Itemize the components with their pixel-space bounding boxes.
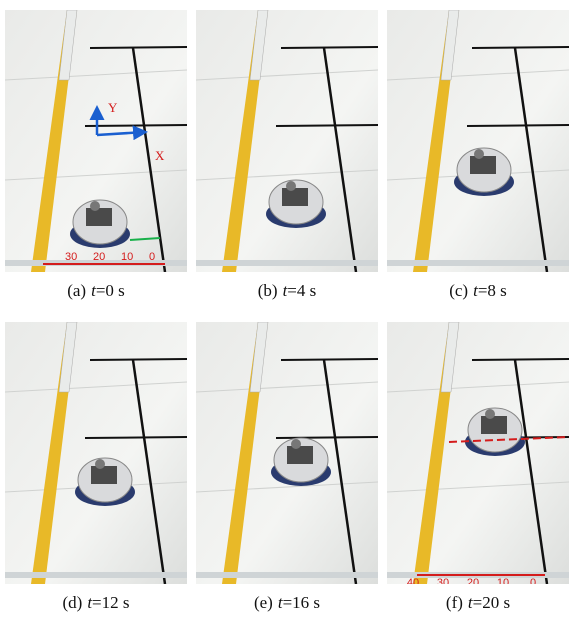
robot-part	[291, 439, 301, 449]
tape-measure	[387, 260, 569, 266]
tape-measure	[196, 260, 378, 266]
tape-line	[472, 47, 569, 48]
scale-label: 40	[407, 577, 419, 589]
caption: (f)t=20 s	[446, 593, 510, 612]
robot-part	[90, 201, 100, 211]
tape-line	[467, 125, 569, 126]
robot-board	[287, 446, 313, 464]
axis-label: Y	[108, 100, 118, 115]
robot-part	[95, 459, 105, 469]
robot-board	[470, 156, 496, 174]
tape-measure	[5, 572, 187, 578]
scale-label: 20	[467, 577, 479, 589]
photo: Y X 30 20 10 0	[5, 10, 187, 272]
robot-board	[91, 466, 117, 484]
tape-line	[281, 47, 378, 48]
page: {"panels": [ {"label": "(a)", "var": "t"…	[0, 0, 571, 621]
caption-value: =0 s	[96, 281, 125, 300]
caption-value: =4 s	[287, 281, 316, 300]
tape-line	[472, 359, 569, 360]
tape-line	[276, 125, 378, 126]
scale-label: 30	[65, 251, 77, 263]
robot-part	[474, 149, 484, 159]
tape-line	[281, 359, 378, 360]
robot-board	[481, 416, 507, 434]
caption-value: =20 s	[473, 593, 510, 612]
tape-line	[90, 359, 187, 360]
photo	[196, 322, 378, 584]
robot-part	[286, 181, 296, 191]
photo	[387, 10, 569, 272]
scale-label: 10	[121, 251, 133, 263]
tape-line	[276, 437, 378, 438]
caption: (a)t=0 s	[67, 281, 125, 300]
photo	[5, 322, 187, 584]
tape-line	[90, 47, 187, 48]
caption-label: (e)	[254, 593, 273, 612]
tape-measure	[196, 572, 378, 578]
caption-value: =8 s	[478, 281, 507, 300]
photo	[196, 10, 378, 272]
robot-board	[86, 208, 112, 226]
tape-line	[85, 125, 187, 126]
caption-label: (c)	[449, 281, 468, 300]
photo: 40 30 20 10 0	[387, 322, 569, 589]
caption-value: =12 s	[92, 593, 129, 612]
robot-board	[282, 188, 308, 206]
axis-label: X	[155, 148, 165, 163]
robot-part	[485, 409, 495, 419]
caption: (c)t=8 s	[449, 281, 507, 300]
caption-value: =16 s	[283, 593, 320, 612]
caption-label: (f)	[446, 593, 463, 612]
scale-label: 0	[149, 251, 155, 263]
caption-label: (a)	[67, 281, 86, 300]
caption-label: (b)	[258, 281, 278, 300]
caption-label: (d)	[62, 593, 82, 612]
scale-label: 0	[530, 577, 536, 589]
caption: (b)t=4 s	[258, 281, 317, 300]
scale-label: 30	[437, 577, 449, 589]
caption: (d)t=12 s	[62, 593, 129, 612]
scale-label: 10	[497, 577, 509, 589]
caption: (e)t=16 s	[254, 593, 320, 612]
tape-line	[85, 437, 187, 438]
figure: Y X 30 20 10 0 (a)t=0 s (b)t=4 s (c)t=8 s (d)t=12…	[0, 0, 571, 621]
scale-label: 20	[93, 251, 105, 263]
